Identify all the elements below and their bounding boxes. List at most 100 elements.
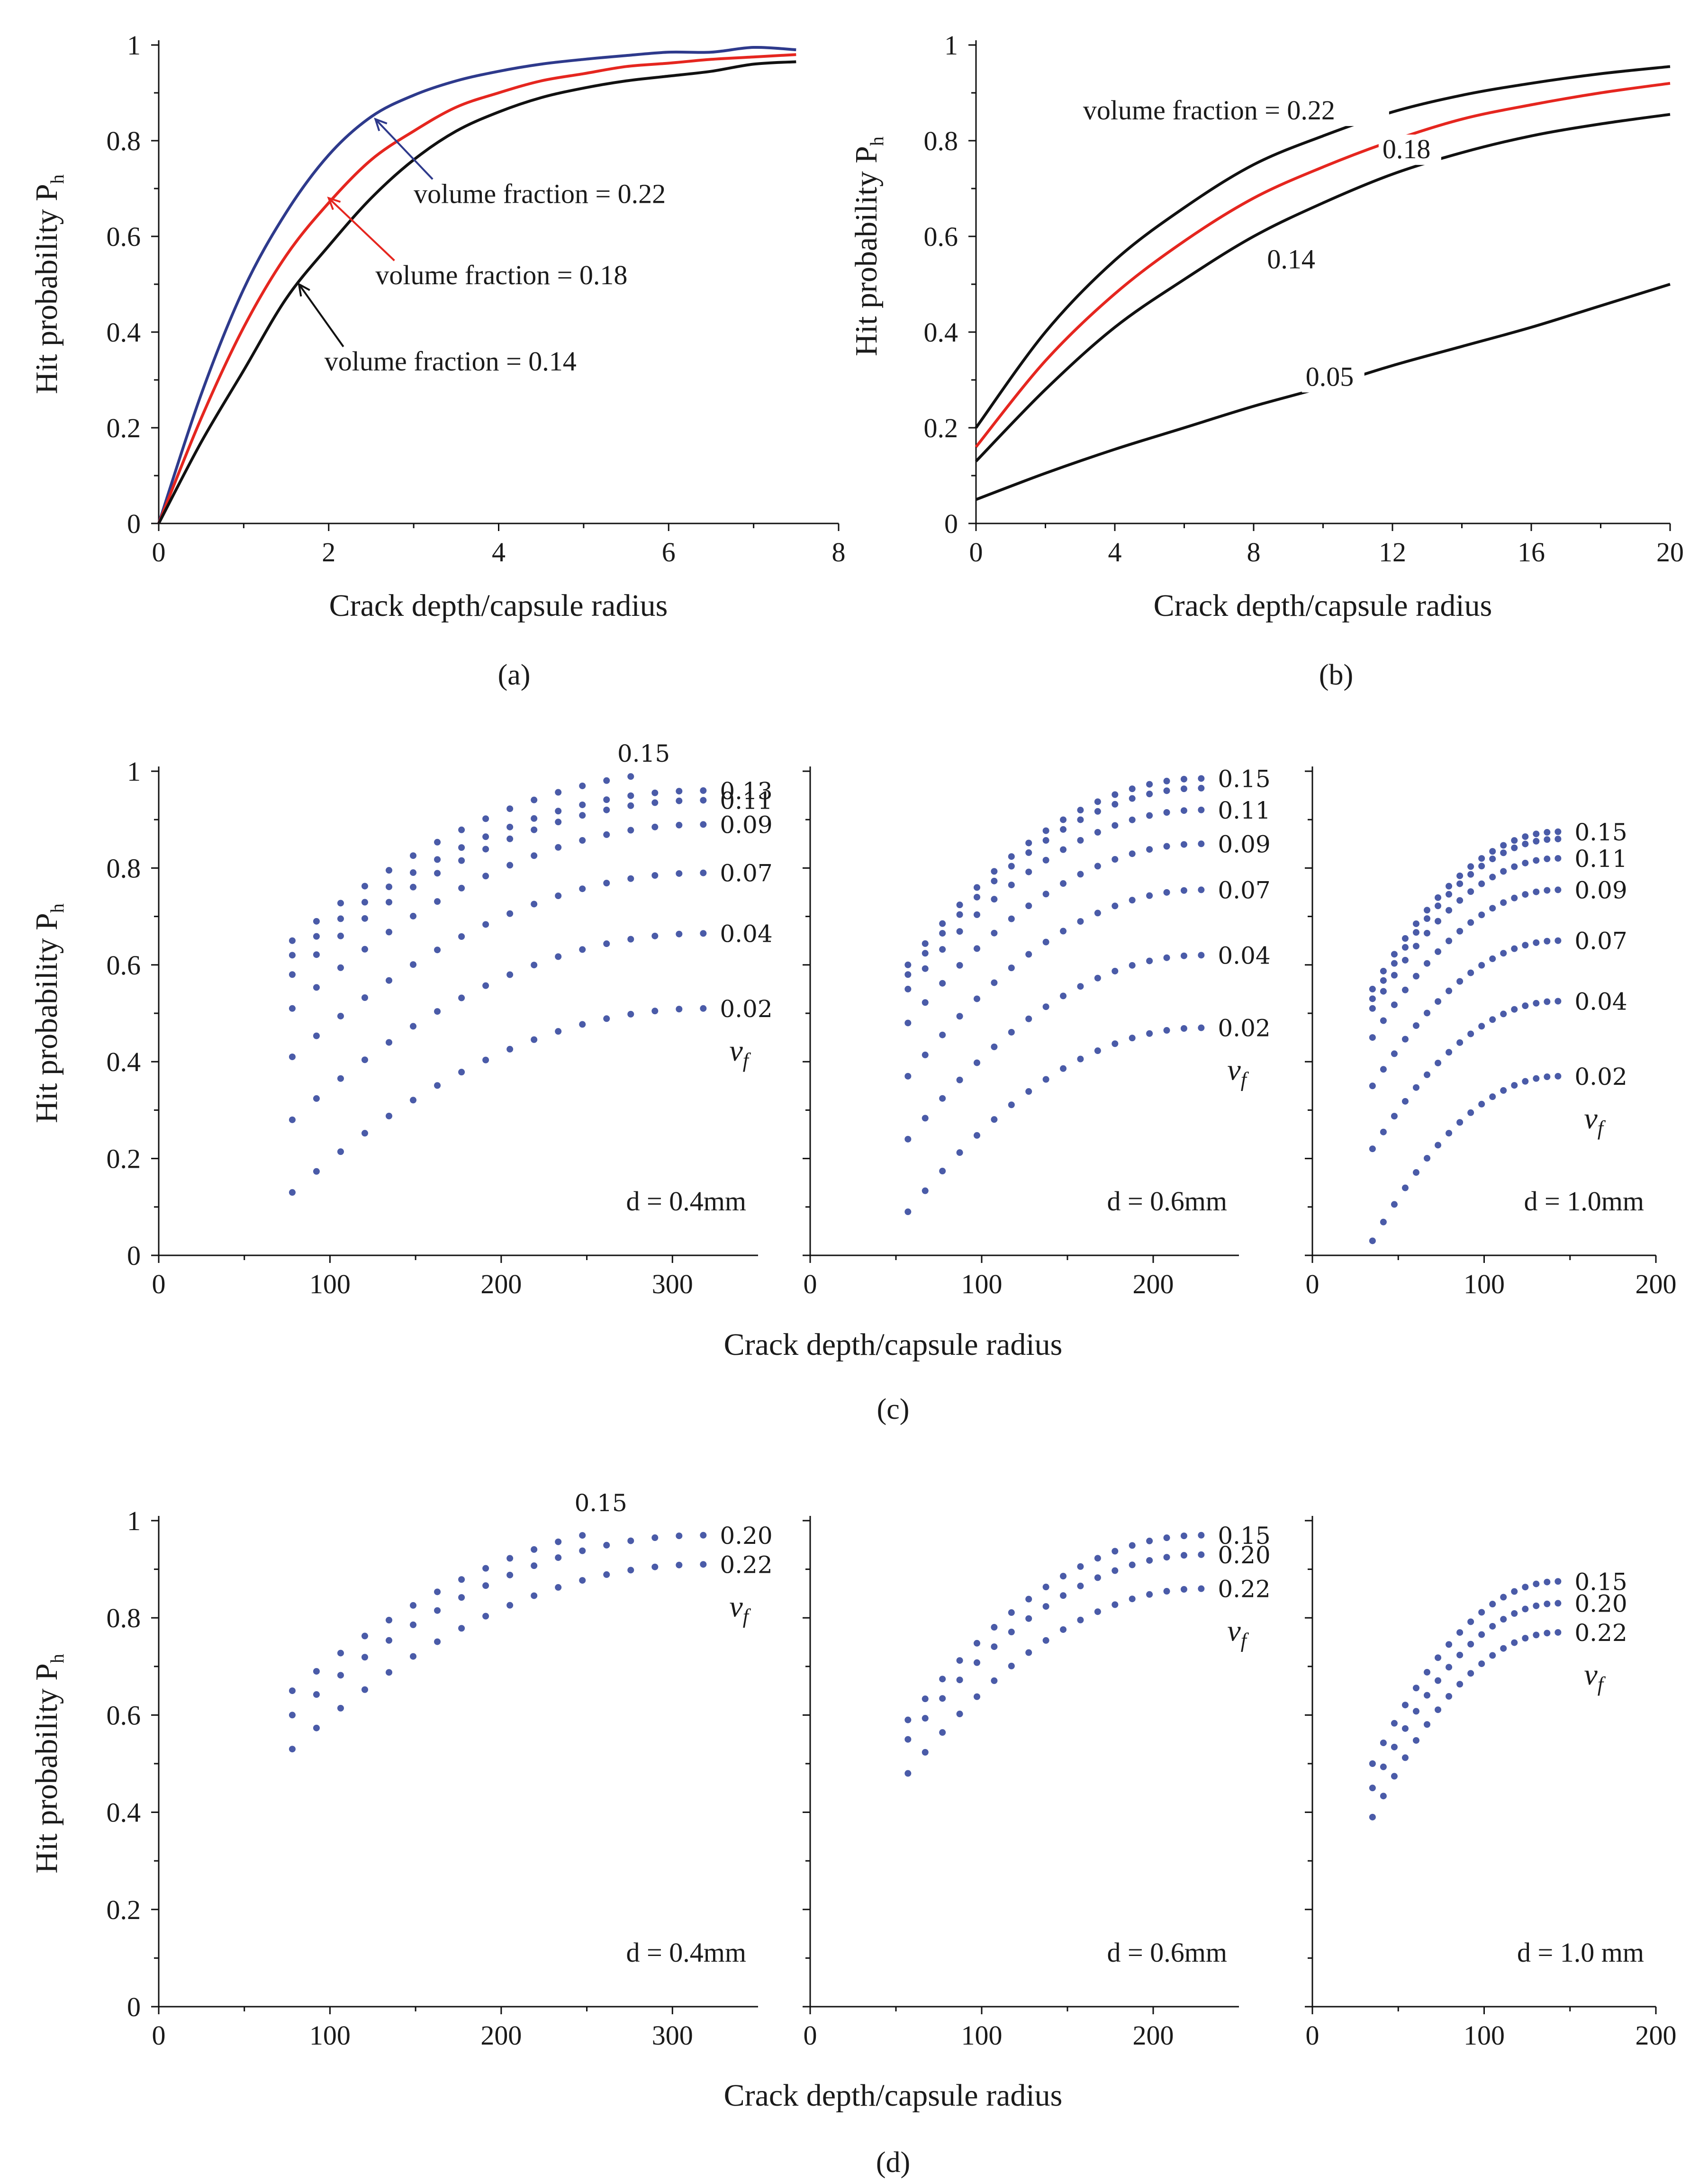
chart-c-panel-1-series-5-point xyxy=(973,1059,980,1066)
chart-d-panel-1-series-0-point xyxy=(1094,1555,1101,1562)
chart-c-panel-1-series-4-point xyxy=(1042,938,1049,946)
chart-d-panel-1-series-1-point xyxy=(939,1695,946,1702)
chart-c-panel-0-series-0-point xyxy=(482,815,489,822)
chart-c-panel-2-series-1-point xyxy=(1380,977,1387,984)
chart-c-panel-2-series-6-point xyxy=(1544,1073,1551,1081)
chart-c-panel-0-series-5-point xyxy=(361,1056,368,1063)
chart-c-panel-1-series-5-point xyxy=(1008,1028,1015,1036)
chart-c-panel-2-series-1-point xyxy=(1544,836,1551,843)
chart-c-panel-0-series-1-point xyxy=(458,844,465,851)
chart-d-panel-0-series-2-point xyxy=(482,1613,489,1620)
chart-d-panel-1-series-0-point xyxy=(1112,1548,1119,1555)
chart-d-panel-0-series-2-point xyxy=(651,1563,659,1570)
caption-a: (a) xyxy=(498,659,531,691)
chart-d-panel-1-series-1-point xyxy=(1042,1603,1049,1610)
chart-c-panel-0-vf-symbol: vf xyxy=(729,1034,751,1072)
chart-c-panel-2-series-2-point xyxy=(1391,972,1398,979)
chart-c-panel-0-series-0-point xyxy=(458,826,465,833)
chart-b-series-line-2 xyxy=(975,113,1671,462)
chart-c-panel-0-series-5-point xyxy=(482,982,489,989)
chart-c-panel-0-series-4-label: 0.07 xyxy=(720,860,772,887)
chart-d-panel-2-series-1-point xyxy=(1401,1725,1409,1732)
chart-d-panel-1-series-0-point xyxy=(991,1624,998,1631)
chart-d-panel-0-series-1-point xyxy=(458,1594,465,1601)
chart-c-panel-0-series-2-point xyxy=(531,826,538,833)
chart-c-panel-1-d-label: d = 0.6mm xyxy=(1107,1186,1227,1217)
chart-d-panel-0-series-1-point xyxy=(289,1712,296,1719)
chart-c-panel-0-series-2-label: 0.11 xyxy=(720,787,772,814)
chart-c-panel-1-vf-subscript: f xyxy=(1241,1068,1249,1091)
chart-d-panel-1-series-0-point xyxy=(1163,1534,1170,1541)
chart-b-series-line-1 xyxy=(975,81,1671,448)
caption-d: (d) xyxy=(876,2146,910,2179)
chart-c-panel-2-series-1-point xyxy=(1456,880,1464,887)
chart-c-panel-1-series-4-label: 0.07 xyxy=(1218,876,1270,904)
chart-c-panel-2-series-5-point xyxy=(1500,1010,1507,1018)
chart-c-panel-1-series-1-point xyxy=(939,930,946,937)
data-layer xyxy=(157,45,1671,1821)
chart-c-panel-1-series-3-point xyxy=(1163,843,1170,850)
chart-d-panel-2-series-2-point xyxy=(1489,1652,1496,1659)
chart-d-panel-2-series-0-point xyxy=(1500,1594,1507,1601)
chart-c-panel-0-series-5-point xyxy=(337,1075,344,1082)
chart-b-series-label-bg-2 xyxy=(1263,244,1326,275)
chart-c-panel-0-series-1-point xyxy=(555,808,562,815)
chart-c-panel-2-series-1-point xyxy=(1511,844,1518,851)
chart-d-panel-0-vf-symbol: vf xyxy=(729,1589,751,1628)
chart-c-panel-0-x-tick-label: 100 xyxy=(309,1269,351,1299)
chart-c-panel-1-series-6-point xyxy=(1112,1040,1119,1047)
chart-c-panel-2-series-5-point xyxy=(1446,1049,1453,1056)
chart-c-panel-0-series-2-point xyxy=(700,797,707,804)
chart-c-panel-1-series-4-point xyxy=(991,979,998,986)
chart-c-panel-1-series-3-point xyxy=(956,962,963,969)
chart-c-panel-0-series-3-point xyxy=(700,821,707,828)
chart-c-panel-0-series-2-point xyxy=(506,835,514,842)
chart-c-panel-0-series-6-point xyxy=(410,1097,417,1104)
chart-c-panel-1-series-3-point xyxy=(1008,915,1015,922)
chart-c-panel-1-series-3-point xyxy=(1198,840,1205,847)
chart-c-panel-1-series-4-point xyxy=(1146,892,1153,899)
chart-c-panel-1-series-1-point xyxy=(1198,784,1205,792)
chart-d-panel-2-series-0-point xyxy=(1401,1702,1409,1709)
chart-d-panel-2-series-0-point xyxy=(1533,1580,1540,1587)
chart-c-panel-1-series-0-point xyxy=(1180,775,1187,783)
chart-d-panel-1-series-1-point xyxy=(991,1643,998,1650)
chart-c-panel-1-series-3-point xyxy=(1146,846,1153,853)
chart-d-panel-0-y-tick-label: 0.2 xyxy=(107,1894,141,1925)
chart-c-panel-1-vf-symbol: vf xyxy=(1227,1053,1249,1091)
chart-c-panel-0-series-3-point xyxy=(410,912,417,919)
chart-c-panel-1-series-1-point xyxy=(1146,791,1153,798)
chart-c-panel-2-series-0-point xyxy=(1511,837,1518,844)
chart-c-panel-0-series-4-point xyxy=(700,869,707,876)
chart-c-panel-1-series-2-point xyxy=(1008,882,1015,889)
chart-c-panel-1-series-6-point xyxy=(1163,1027,1170,1034)
chart-c-panel-0-series-3-point xyxy=(313,984,320,991)
chart-c-panel-1-x-tick-label: 0 xyxy=(804,1269,817,1299)
chart-c-panel-1-series-1-point xyxy=(1008,863,1015,870)
chart-c-panel-1-series-4-point xyxy=(1129,897,1136,904)
chart-b-y-tick-label: 0.4 xyxy=(924,317,958,348)
chart-d-panel-1-series-1-point xyxy=(904,1736,912,1743)
chart-c-panel-1-series-4-point xyxy=(1163,889,1170,896)
chart-a-series-line-0 xyxy=(157,45,796,524)
chart-b-series-label-bg-0 xyxy=(1079,96,1389,126)
chart-c-panel-2-series-4-point xyxy=(1369,1082,1376,1090)
chart-a-x-tick-label: 4 xyxy=(492,537,506,568)
chart-c-panel-2-series-4-point xyxy=(1511,945,1518,952)
chart-c-panel-1-series-2-point xyxy=(1112,822,1119,829)
chart-d-panel-2-series-1-point xyxy=(1554,1600,1562,1607)
chart-c-panel-0-series-5-point xyxy=(313,1095,320,1102)
chart-c-panel-2-series-0-point xyxy=(1544,829,1551,836)
chart-d-panel-1-series-0-point xyxy=(1042,1584,1049,1591)
chart-c-panel-2-series-5-point xyxy=(1435,1059,1442,1066)
chart-c-panel-0-series-1-point xyxy=(313,933,320,940)
chart-c-panel-1-series-6-point xyxy=(1042,1076,1049,1083)
chart-c-panel-1-series-3-point xyxy=(991,929,998,937)
chart-c-panel-0-series-5-point xyxy=(651,932,659,939)
chart-c-panel-0-series-1-point xyxy=(482,833,489,840)
chart-c-panel-0-series-3-point xyxy=(555,844,562,851)
chart-d-panel-0-series-1-point xyxy=(506,1571,514,1578)
chart-c-panel-2-series-1-point xyxy=(1424,915,1431,922)
chart-b-x-tick-label: 12 xyxy=(1379,537,1406,568)
chart-c-panel-0-series-4-point xyxy=(627,875,634,882)
